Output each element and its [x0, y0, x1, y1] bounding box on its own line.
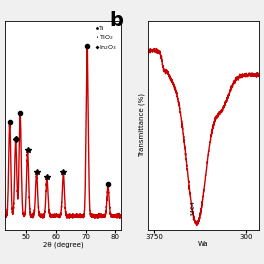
- Y-axis label: Transmittance (%): Transmittance (%): [139, 93, 145, 157]
- X-axis label: 2θ (degree): 2θ (degree): [43, 241, 84, 248]
- Text: b: b: [109, 11, 123, 30]
- Legend: Ti, TiO$_2$, In$_2$O$_3$: Ti, TiO$_2$, In$_2$O$_3$: [94, 24, 118, 54]
- X-axis label: Wa: Wa: [198, 241, 209, 247]
- Text: 3404: 3404: [191, 200, 195, 215]
